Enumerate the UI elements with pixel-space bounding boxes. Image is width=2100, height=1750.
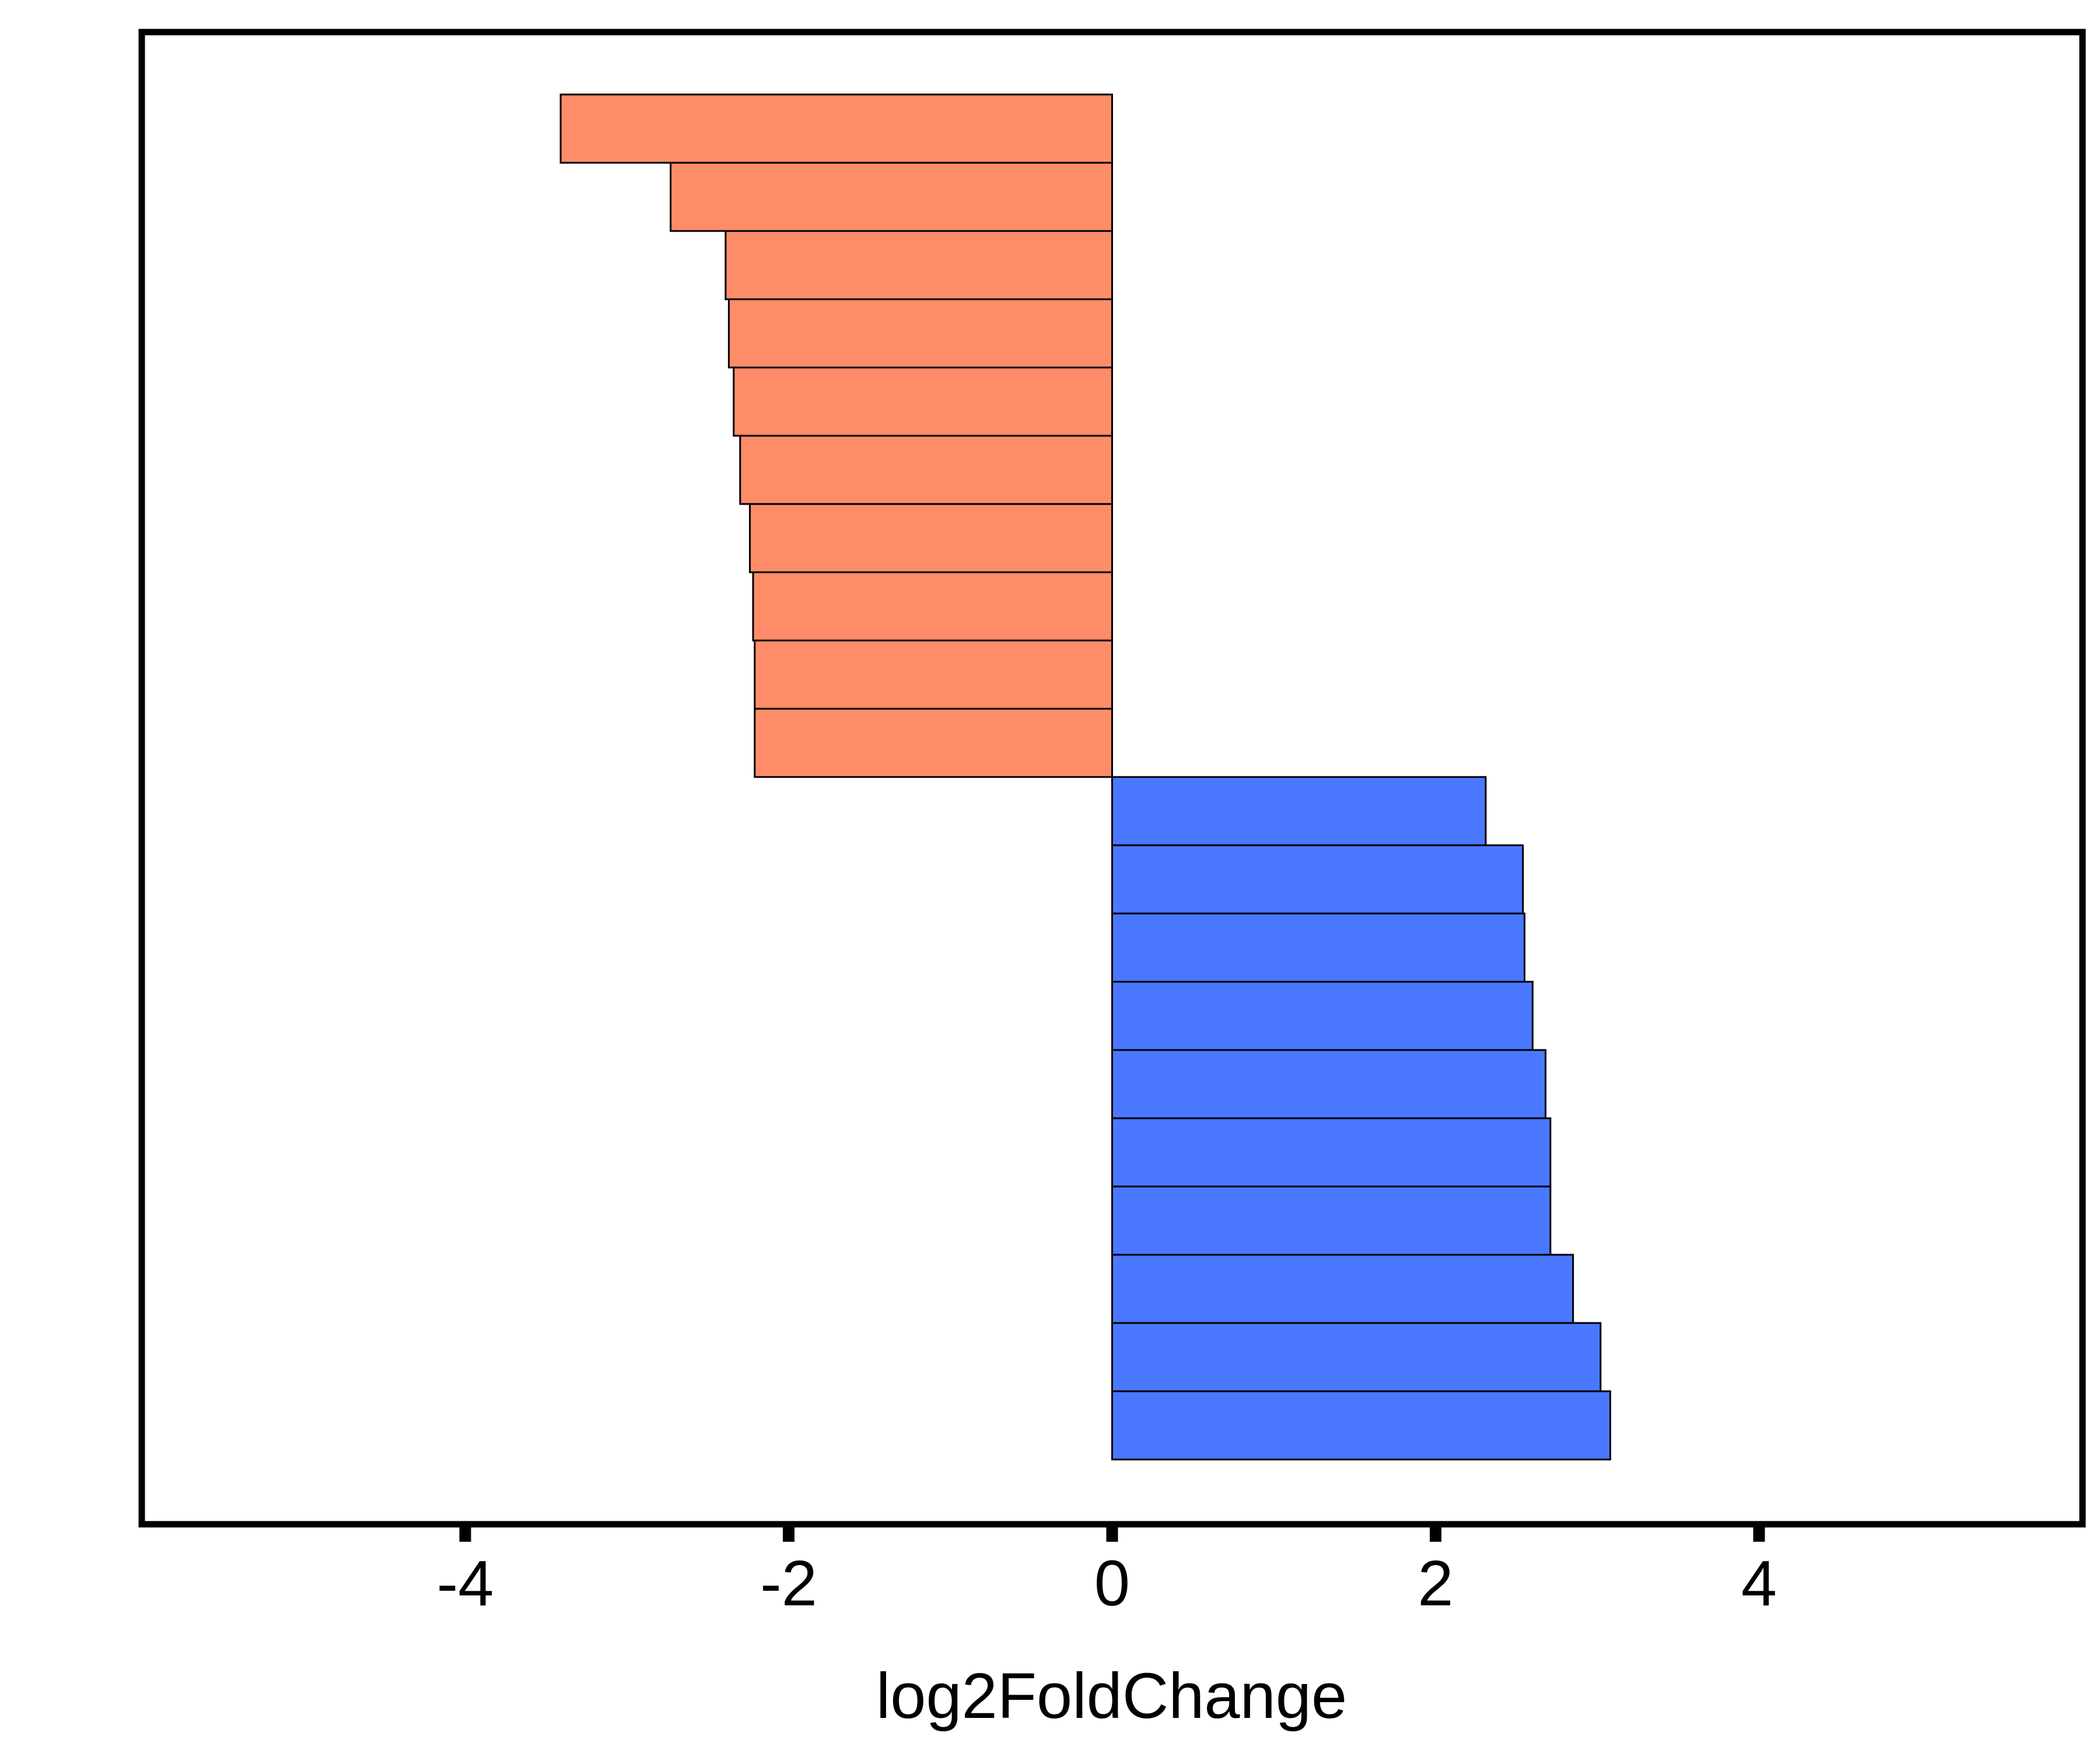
bar-up-3 [1111, 912, 1525, 983]
bar-up-5 [1111, 1049, 1547, 1119]
bar-up-10 [1111, 1390, 1611, 1461]
bar-down-2 [670, 162, 1114, 232]
bar-down-1 [559, 93, 1113, 164]
bar-down-7 [748, 503, 1113, 573]
bar-down-6 [739, 435, 1113, 505]
bar-down-4 [727, 298, 1113, 369]
bar-up-9 [1111, 1322, 1602, 1392]
x-axis-label: log2FoldChange [876, 1660, 1347, 1732]
bar-down-9 [754, 639, 1113, 710]
x-tick-label: 4 [1741, 1548, 1777, 1619]
bar-down-5 [733, 366, 1113, 437]
x-tick-label: 2 [1418, 1548, 1453, 1619]
bar-down-10 [754, 708, 1113, 778]
bars-group [559, 93, 1611, 1461]
bar-up-8 [1111, 1254, 1574, 1324]
x-ticks-group: -4 -2 0 2 4 [437, 1524, 1777, 1619]
bar-up-7 [1111, 1185, 1552, 1256]
x-tick-label: -4 [437, 1548, 494, 1619]
bar-down-3 [724, 230, 1114, 300]
x-tick-label: 0 [1094, 1548, 1130, 1619]
bar-up-2 [1111, 844, 1524, 915]
bar-up-6 [1111, 1117, 1552, 1188]
x-tick-label: -2 [760, 1548, 817, 1619]
bar-up-1 [1111, 776, 1487, 846]
bar-down-8 [752, 571, 1113, 642]
bar-up-4 [1111, 981, 1534, 1051]
